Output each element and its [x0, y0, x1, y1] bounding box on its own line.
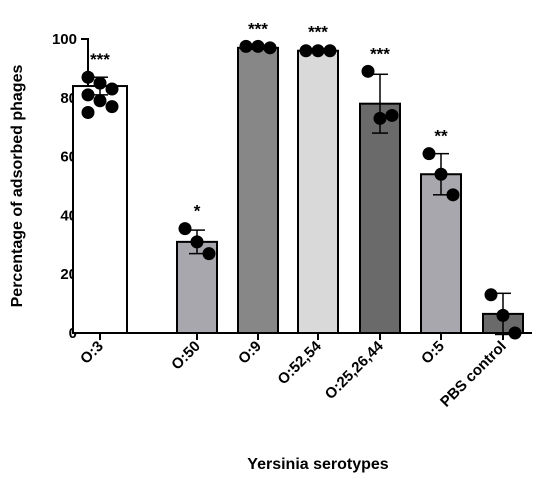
significance: *: [194, 202, 201, 221]
bar: [359, 102, 401, 335]
data-point: [422, 147, 436, 161]
x-tick-label: O:5: [418, 338, 448, 368]
bar: [297, 49, 339, 334]
significance: ***: [370, 44, 390, 63]
data-point: [202, 247, 216, 261]
data-point: [263, 41, 277, 55]
data-point: [446, 188, 460, 202]
significance: ***: [90, 50, 110, 69]
data-point: [508, 326, 522, 340]
data-point: [239, 39, 253, 53]
y-tick-label: 100: [52, 31, 77, 48]
data-point: [385, 108, 399, 122]
data-point: [373, 111, 387, 125]
data-point: [251, 39, 265, 53]
bar: [420, 173, 462, 334]
data-point: [81, 106, 95, 119]
significance: ***: [248, 19, 268, 38]
data-point: [361, 64, 375, 78]
data-point: [496, 308, 510, 322]
data-point: [81, 70, 95, 84]
data-point: [434, 167, 448, 181]
data-point: [105, 100, 119, 114]
data-point: [178, 222, 192, 236]
x-tick-label: O:52,54: [274, 337, 325, 388]
data-point: [93, 94, 107, 108]
x-tick-label: O:25,26,44: [322, 337, 388, 403]
data-point: [93, 76, 107, 90]
bar: [237, 46, 279, 334]
data-point: [81, 88, 95, 102]
x-tick-label: PBS control: [437, 338, 510, 411]
data-point: [484, 288, 498, 302]
data-point: [311, 44, 325, 58]
data-point: [323, 44, 337, 58]
x-tick-label: O:50: [168, 338, 204, 374]
x-axis-label: Yersinia serotypes: [247, 456, 389, 473]
significance: ***: [308, 22, 328, 41]
data-point: [299, 44, 313, 58]
bar: [72, 85, 128, 335]
significance: **: [434, 127, 448, 146]
data-point: [105, 82, 119, 96]
x-tick-label: O:3: [77, 338, 107, 368]
data-point: [190, 235, 204, 249]
x-tick-label: O:9: [235, 338, 265, 368]
y-axis-label: Percentage of adsorbed phages: [9, 65, 26, 308]
